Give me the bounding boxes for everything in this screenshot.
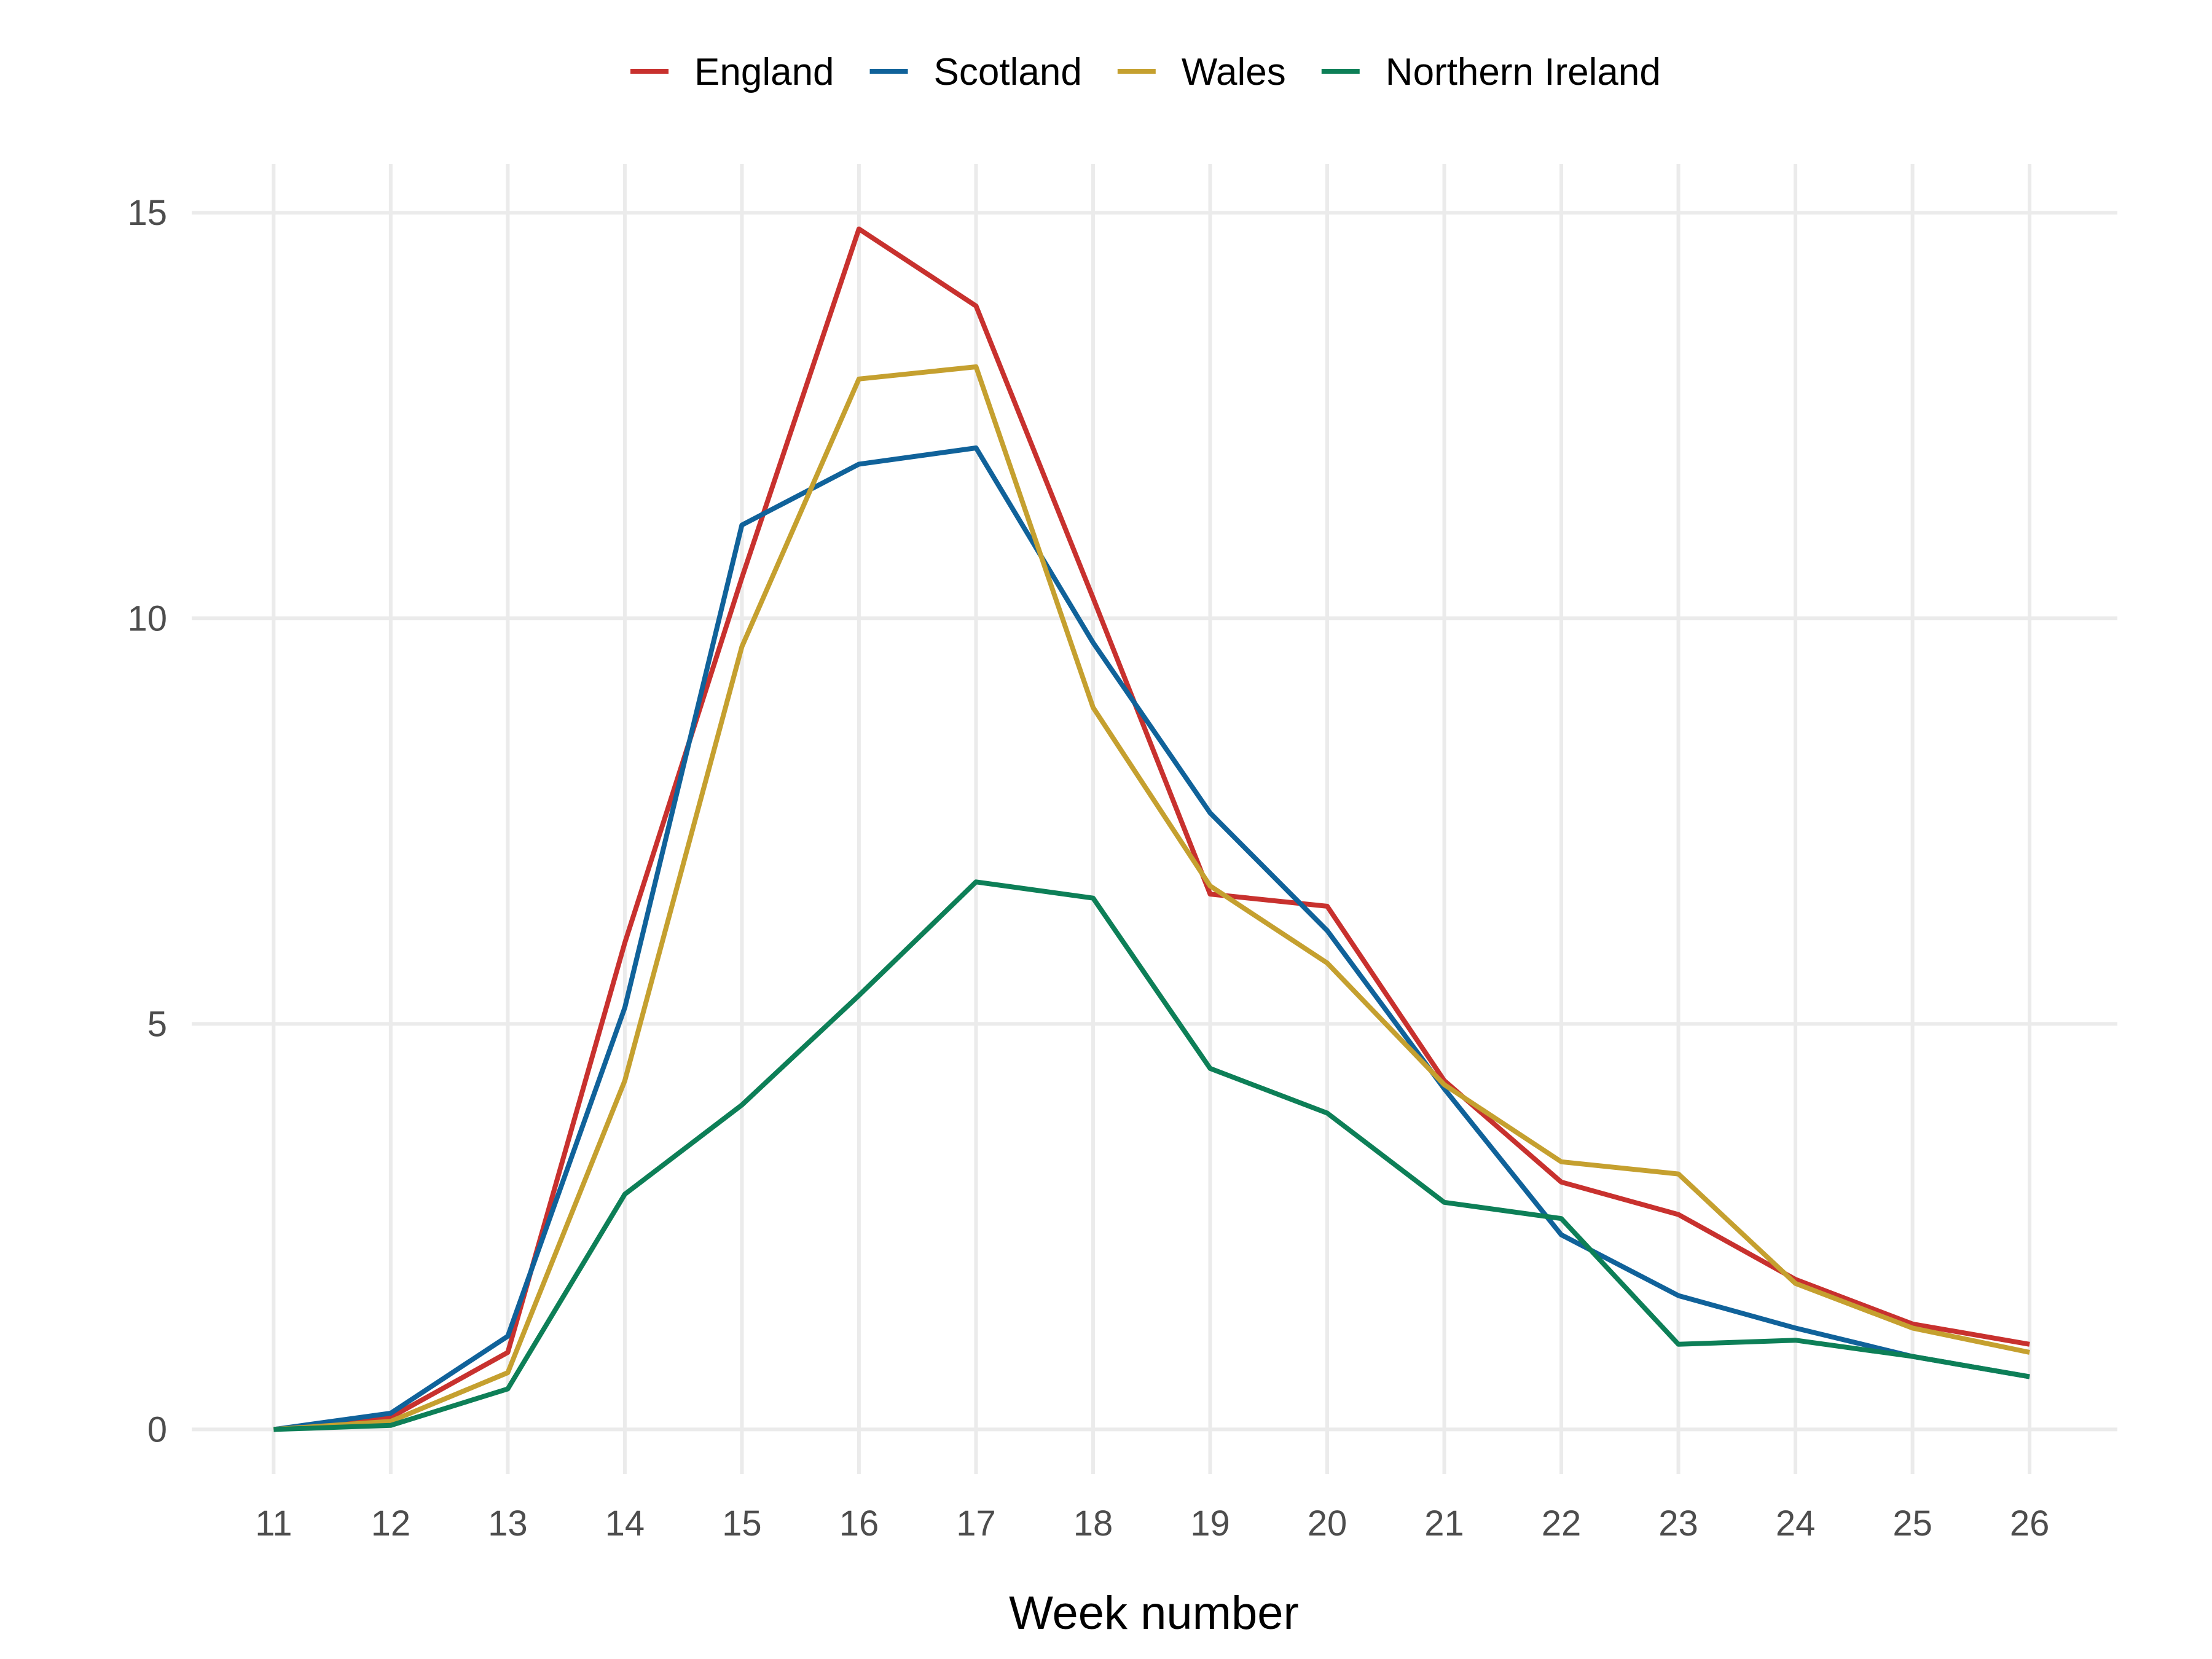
legend-label: Northern Ireland	[1386, 51, 1661, 93]
x-tick-label: 17	[956, 1504, 996, 1543]
x-axis-ticks: 11 12 13 14 15 16 17 18 19 20 21 22 23 24 25 26	[255, 1504, 2049, 1543]
legend: England Scotland Wales Northern Ireland	[630, 51, 1661, 93]
x-tick-label: 21	[1424, 1504, 1464, 1543]
y-tick-label: 15	[127, 193, 167, 233]
series-lines	[273, 226, 2030, 1432]
series-line-england	[273, 226, 2030, 1432]
x-tick-label: 11	[255, 1504, 292, 1543]
legend-label: England	[694, 51, 834, 93]
x-tick-label: 25	[1892, 1504, 1932, 1543]
series-line-scotland	[273, 445, 2030, 1432]
x-tick-label: 16	[839, 1504, 879, 1543]
legend-label: Scotland	[934, 51, 1082, 93]
x-tick-label: 22	[1542, 1504, 1582, 1543]
x-tick-label: 12	[371, 1504, 411, 1543]
series-line-northern-ireland	[273, 879, 2030, 1432]
x-tick-label: 19	[1190, 1504, 1230, 1543]
x-tick-label: 20	[1308, 1504, 1347, 1543]
legend-item-northern-ireland: Northern Ireland	[1321, 51, 1661, 93]
x-tick-label: 15	[722, 1504, 762, 1543]
y-tick-label: 5	[147, 1004, 167, 1044]
legend-label: Wales	[1182, 51, 1286, 93]
x-tick-label: 18	[1073, 1504, 1113, 1543]
x-tick-label: 26	[2010, 1504, 2050, 1543]
y-tick-label: 10	[127, 598, 167, 638]
x-tick-label: 14	[605, 1504, 645, 1543]
legend-item-wales: Wales	[1117, 51, 1286, 93]
y-tick-label: 0	[147, 1410, 167, 1449]
x-axis-title: Week number	[1009, 1587, 1299, 1639]
y-axis-ticks: 0 5 10 15	[127, 193, 167, 1449]
x-tick-label: 24	[1776, 1504, 1816, 1543]
grid	[192, 164, 2117, 1474]
legend-item-england: England	[630, 51, 834, 93]
x-tick-label: 13	[488, 1504, 528, 1543]
legend-item-scotland: Scotland	[869, 51, 1082, 93]
series-line-wales	[273, 364, 2030, 1432]
x-tick-label: 23	[1658, 1504, 1698, 1543]
